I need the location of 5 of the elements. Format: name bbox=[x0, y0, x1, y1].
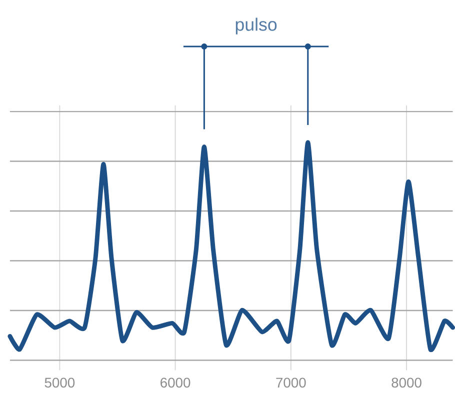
x-tick-label: 8000 bbox=[392, 378, 422, 388]
x-tick-label: 7000 bbox=[276, 378, 306, 388]
x-tick-label: 5000 bbox=[44, 378, 75, 388]
x-tick-label: 6000 bbox=[160, 378, 190, 388]
text: pulso bbox=[236, 18, 277, 34]
